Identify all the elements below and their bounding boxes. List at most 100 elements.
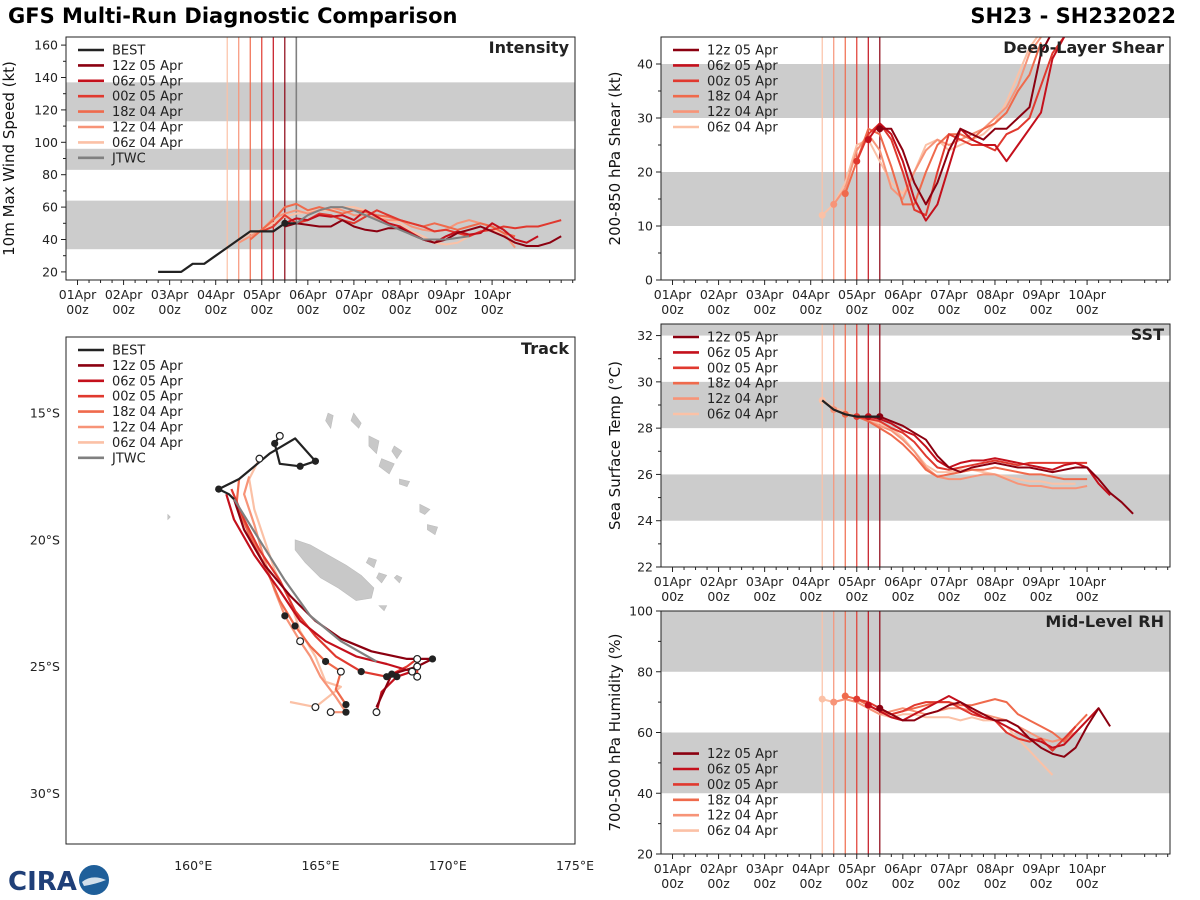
sst-xtick-label-hour: 00z bbox=[1030, 589, 1053, 604]
shear-legend-label-00z-05-apr: 00z 05 Apr bbox=[707, 74, 778, 89]
shear-title: Deep-Layer Shear bbox=[1003, 38, 1164, 57]
shear-legend-label-18z-04-apr: 18z 04 Apr bbox=[707, 90, 778, 105]
intensity-xtick-label-day: 05Apr bbox=[243, 287, 281, 302]
rh-xtick-label-hour: 00z bbox=[938, 876, 961, 891]
intensity-legend-label-jtwc: JTWC bbox=[111, 151, 146, 166]
track-land-7 bbox=[427, 524, 438, 536]
track-ytick-label: 20°S bbox=[30, 532, 60, 547]
track-point-open-00z-05-apr-1 bbox=[413, 672, 422, 681]
sst-xtick-label-day: 06Apr bbox=[884, 574, 922, 589]
sst-panel: 22242628303201Apr00z02Apr00z03Apr00z04Ap… bbox=[606, 323, 1171, 604]
sst-xtick-label-hour: 00z bbox=[799, 589, 822, 604]
track-point-filled-best-2 bbox=[311, 457, 320, 465]
rh-legend-label-06z-05-apr: 06z 05 Apr bbox=[707, 763, 778, 778]
shear-marker-18z-04-apr-0 bbox=[841, 190, 849, 198]
rh-ytick-label: 80 bbox=[637, 664, 653, 679]
sst-ytick-label: 30 bbox=[637, 374, 653, 389]
sst-ytick-label: 32 bbox=[637, 328, 653, 343]
intensity-xtick-label-hour: 00z bbox=[389, 302, 412, 317]
shear-marker-06z-04-apr-0 bbox=[818, 211, 826, 219]
intensity-series-12z-04-apr bbox=[238, 206, 516, 249]
intensity-xtick-label-day: 10Apr bbox=[473, 287, 511, 302]
track-legend-label-18z-04-apr: 18z 04 Apr bbox=[112, 405, 183, 420]
track-land-6 bbox=[419, 503, 431, 515]
shear-xtick-label-day: 06Apr bbox=[884, 287, 922, 302]
rh-xtick-label-hour: 00z bbox=[799, 876, 822, 891]
track-xtick-label: 175°E bbox=[556, 858, 594, 873]
shear-xtick-label-hour: 00z bbox=[984, 302, 1007, 317]
intensity-xtick-label-hour: 00z bbox=[297, 302, 320, 317]
intensity-xtick-label-day: 03Apr bbox=[151, 287, 189, 302]
rh-xtick-label-day: 09Apr bbox=[1022, 861, 1060, 876]
track-xtick-label: 160°E bbox=[174, 858, 212, 873]
shear-series-18z-04-apr bbox=[844, 42, 1042, 206]
intensity-xtick-label-hour: 00z bbox=[481, 302, 504, 317]
shear-xtick-label-day: 03Apr bbox=[746, 287, 784, 302]
sst-xtick-label-day: 10Apr bbox=[1068, 574, 1106, 589]
rh-xtick-label-hour: 00z bbox=[984, 876, 1007, 891]
shear-ytick-label: 30 bbox=[637, 111, 653, 126]
track-point-filled-00z-05-apr-0 bbox=[357, 668, 365, 676]
track-xtick-label: 165°E bbox=[301, 858, 339, 873]
rh-series-06z-05-apr bbox=[867, 695, 1100, 749]
rh-xtick-label-day: 02Apr bbox=[700, 861, 738, 876]
rh-ytick-label: 20 bbox=[637, 847, 653, 862]
rh-ylabel: 700-500 hPa Humidity (%) bbox=[606, 633, 624, 831]
rh-xtick-label-hour: 00z bbox=[1030, 876, 1053, 891]
sst-legend-label-06z-05-apr: 06z 05 Apr bbox=[707, 346, 778, 361]
track-point-filled-00z-05-apr-1 bbox=[383, 673, 391, 681]
intensity-marker-best-0 bbox=[281, 219, 289, 227]
sst-xtick-label-hour: 00z bbox=[938, 589, 961, 604]
intensity-series-06z-05-apr bbox=[272, 209, 539, 244]
shear-legend-label-12z-05-apr: 12z 05 Apr bbox=[707, 44, 778, 59]
track-legend-label-06z-04-apr: 06z 04 Apr bbox=[112, 436, 183, 451]
logo-swirl-icon bbox=[82, 877, 106, 886]
track-frame bbox=[65, 336, 576, 845]
track-title: Track bbox=[521, 339, 569, 358]
rh-series-12z-05-apr bbox=[879, 701, 1111, 758]
track-panel: 160°E 165°E 170°E 175°E 15°S 20°S 25°S 30°S Trac… bbox=[30, 336, 594, 873]
shear-legend-label-06z-04-apr: 06z 04 Apr bbox=[707, 121, 778, 136]
sst-frame bbox=[660, 323, 1171, 568]
track-line-06z-04-apr bbox=[248, 458, 342, 709]
intensity-series-best bbox=[158, 222, 297, 273]
intensity-band-1 bbox=[66, 148, 575, 170]
track-land-9 bbox=[365, 557, 377, 569]
track-land-0 bbox=[325, 412, 334, 430]
rh-marker-06z-05-apr-0 bbox=[864, 701, 872, 709]
intensity-xtick-label-hour: 00z bbox=[204, 302, 227, 317]
sst-xtick-label-day: 02Apr bbox=[700, 574, 738, 589]
rh-legend-label-12z-05-apr: 12z 05 Apr bbox=[707, 747, 778, 762]
track-legend-label-00z-05-apr: 00z 05 Apr bbox=[112, 390, 183, 405]
shear-xtick-label-day: 09Apr bbox=[1022, 287, 1060, 302]
track-land-1 bbox=[350, 412, 362, 429]
logo-text: CIRA bbox=[8, 867, 77, 897]
track-line-12z-04-apr bbox=[243, 476, 348, 714]
track-point-filled-06z-05-apr-0 bbox=[393, 673, 401, 681]
track-line-12z-05-apr bbox=[232, 498, 434, 708]
intensity-legend-label-18z-04-apr: 18z 04 Apr bbox=[112, 105, 183, 120]
rh-panel: 2040608010001Apr00z02Apr00z03Apr00z04Apr… bbox=[606, 604, 1171, 891]
sst-xtick-label-day: 09Apr bbox=[1022, 574, 1060, 589]
shear-xtick-label-day: 01Apr bbox=[654, 287, 692, 302]
sst-xtick-label-hour: 00z bbox=[846, 589, 869, 604]
page-title: GFS Multi-Run Diagnostic Comparison bbox=[8, 4, 458, 28]
track-point-open-06z-05-apr-0 bbox=[372, 708, 381, 717]
shear-xtick-label-day: 02Apr bbox=[700, 287, 738, 302]
intensity-xtick-label-hour: 00z bbox=[343, 302, 366, 317]
track-land-13 bbox=[167, 513, 171, 521]
sst-band-0 bbox=[661, 474, 1170, 521]
intensity-panel: 2040608010012014016001Apr00z02Apr00z03Ap… bbox=[0, 36, 576, 317]
track-line-jtwc bbox=[233, 498, 378, 663]
intensity-series-18z-04-apr bbox=[249, 202, 516, 241]
track-line-best bbox=[217, 435, 317, 500]
intensity-ytick-label: 40 bbox=[42, 232, 58, 247]
sst-xtick-label-day: 05Apr bbox=[838, 574, 876, 589]
intensity-ylabel: 10m Max Wind Speed (kt) bbox=[0, 61, 18, 256]
shear-ytick-label: 40 bbox=[637, 57, 653, 72]
rh-band-0 bbox=[661, 732, 1170, 794]
track-ytick-label: 25°S bbox=[30, 659, 60, 674]
rh-ytick-label: 60 bbox=[637, 725, 653, 740]
intensity-series-jtwc bbox=[295, 206, 470, 241]
